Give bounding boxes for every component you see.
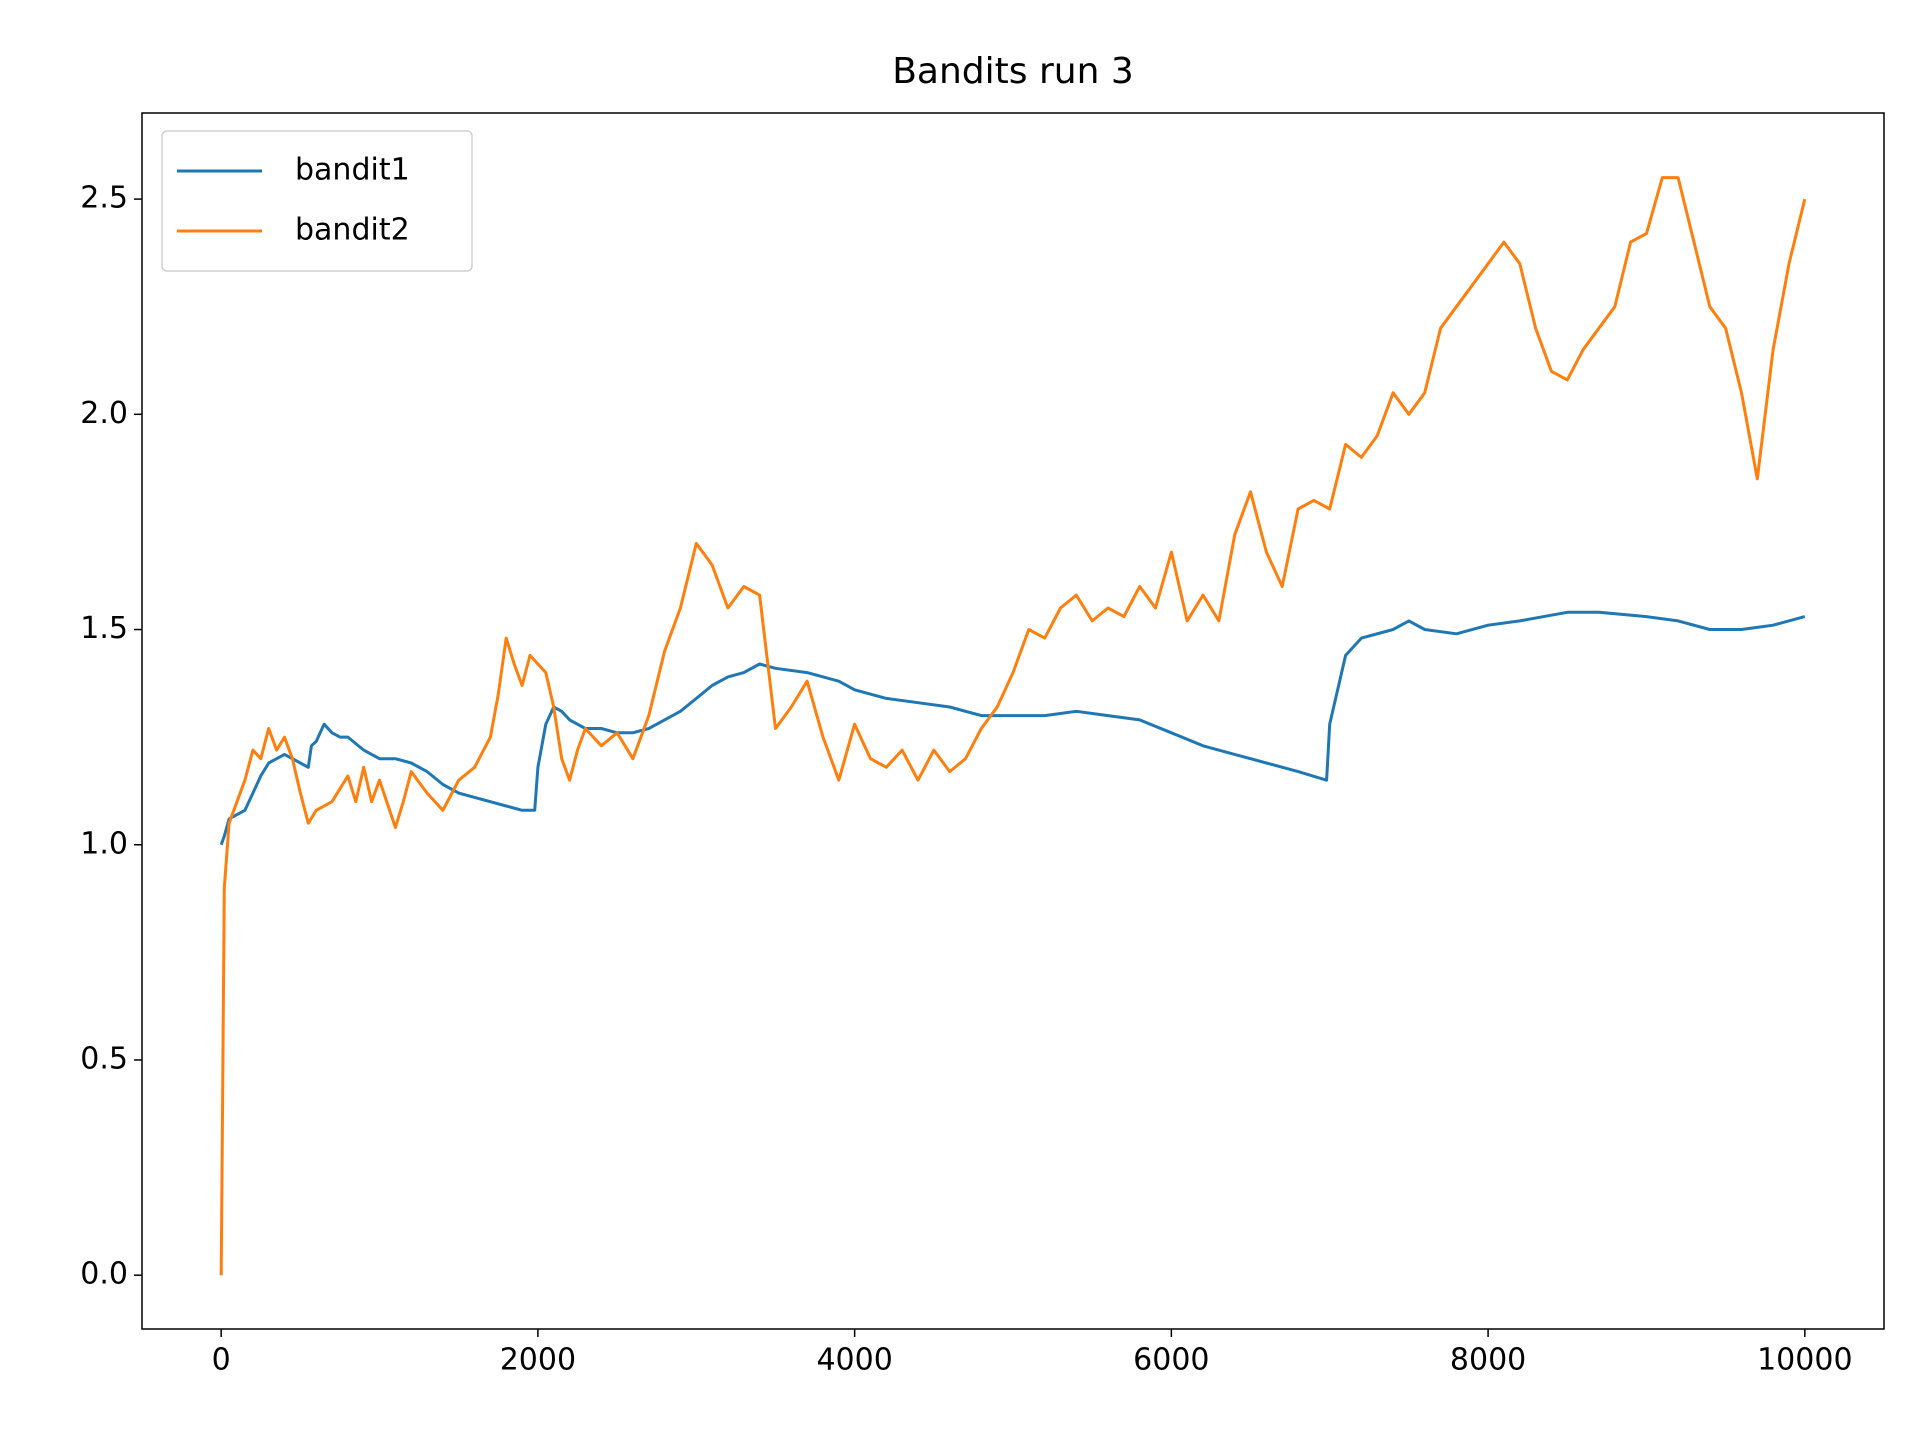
x-tick-label: 8000 <box>1450 1343 1526 1378</box>
x-tick-label: 10000 <box>1757 1343 1852 1378</box>
y-tick-label: 0.0 <box>80 1257 128 1292</box>
y-tick-label: 1.5 <box>80 611 128 646</box>
x-tick-label: 0 <box>212 1343 231 1378</box>
line <box>219 610 1806 846</box>
y-tick-label: 2.0 <box>80 396 128 431</box>
legend-box <box>161 130 473 272</box>
x-tick-label: 4000 <box>816 1343 892 1378</box>
legend-label: bandit1 <box>295 153 410 188</box>
y-tick-label: 2.5 <box>80 181 128 216</box>
x-tick-label: 6000 <box>1133 1343 1209 1378</box>
y-tick-label: 0.5 <box>80 1041 128 1076</box>
plot-frame <box>141 112 1885 1330</box>
chart-title: Bandits run 3 <box>892 51 1134 92</box>
x-tick-label: 2000 <box>500 1343 576 1378</box>
y-tick-label: 1.0 <box>80 826 128 861</box>
line <box>219 176 1807 1276</box>
legend-label: bandit2 <box>295 213 410 248</box>
